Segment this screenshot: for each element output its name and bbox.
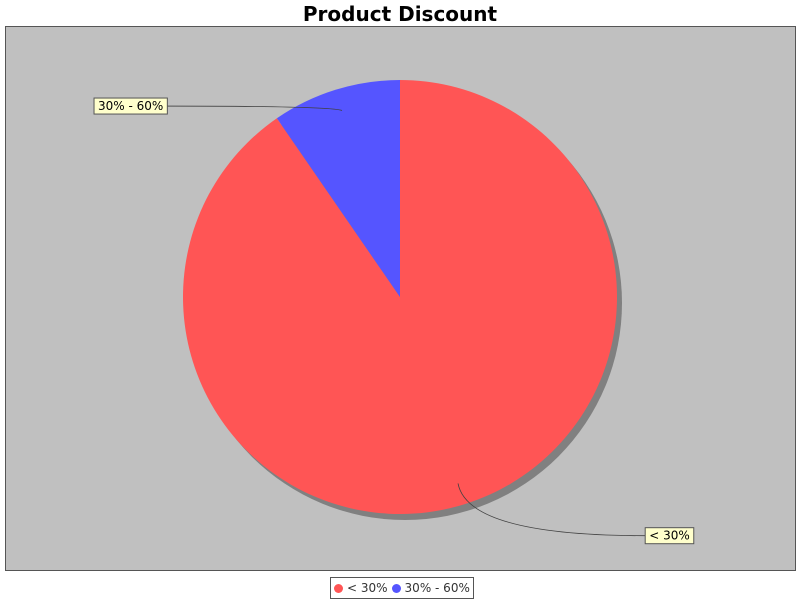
label-link-line [161, 105, 343, 111]
plot-area: < 30% 30% - 60% [5, 26, 796, 571]
legend-label: < 30% [347, 581, 388, 595]
legend-item-30-60: 30% - 60% [391, 581, 470, 595]
slice-label: < 30% [649, 529, 690, 543]
pie-slice [276, 80, 400, 297]
legend-swatch-icon [334, 583, 343, 593]
slice-label-box [93, 97, 168, 115]
slice-label-box [644, 527, 695, 545]
pie-chart: < 30% 30% - 60% [93, 80, 695, 545]
legend-swatch-icon [391, 583, 401, 593]
pie-slice [182, 80, 617, 514]
label-link-line [457, 483, 646, 537]
chart-title: Product Discount [302, 2, 498, 26]
slice-label: 30% - 60% [98, 99, 163, 113]
legend-item-under-30: < 30% [334, 581, 388, 595]
legend-label: 30% - 60% [404, 581, 470, 595]
legend: < 30% 30% - 60% [330, 577, 474, 599]
